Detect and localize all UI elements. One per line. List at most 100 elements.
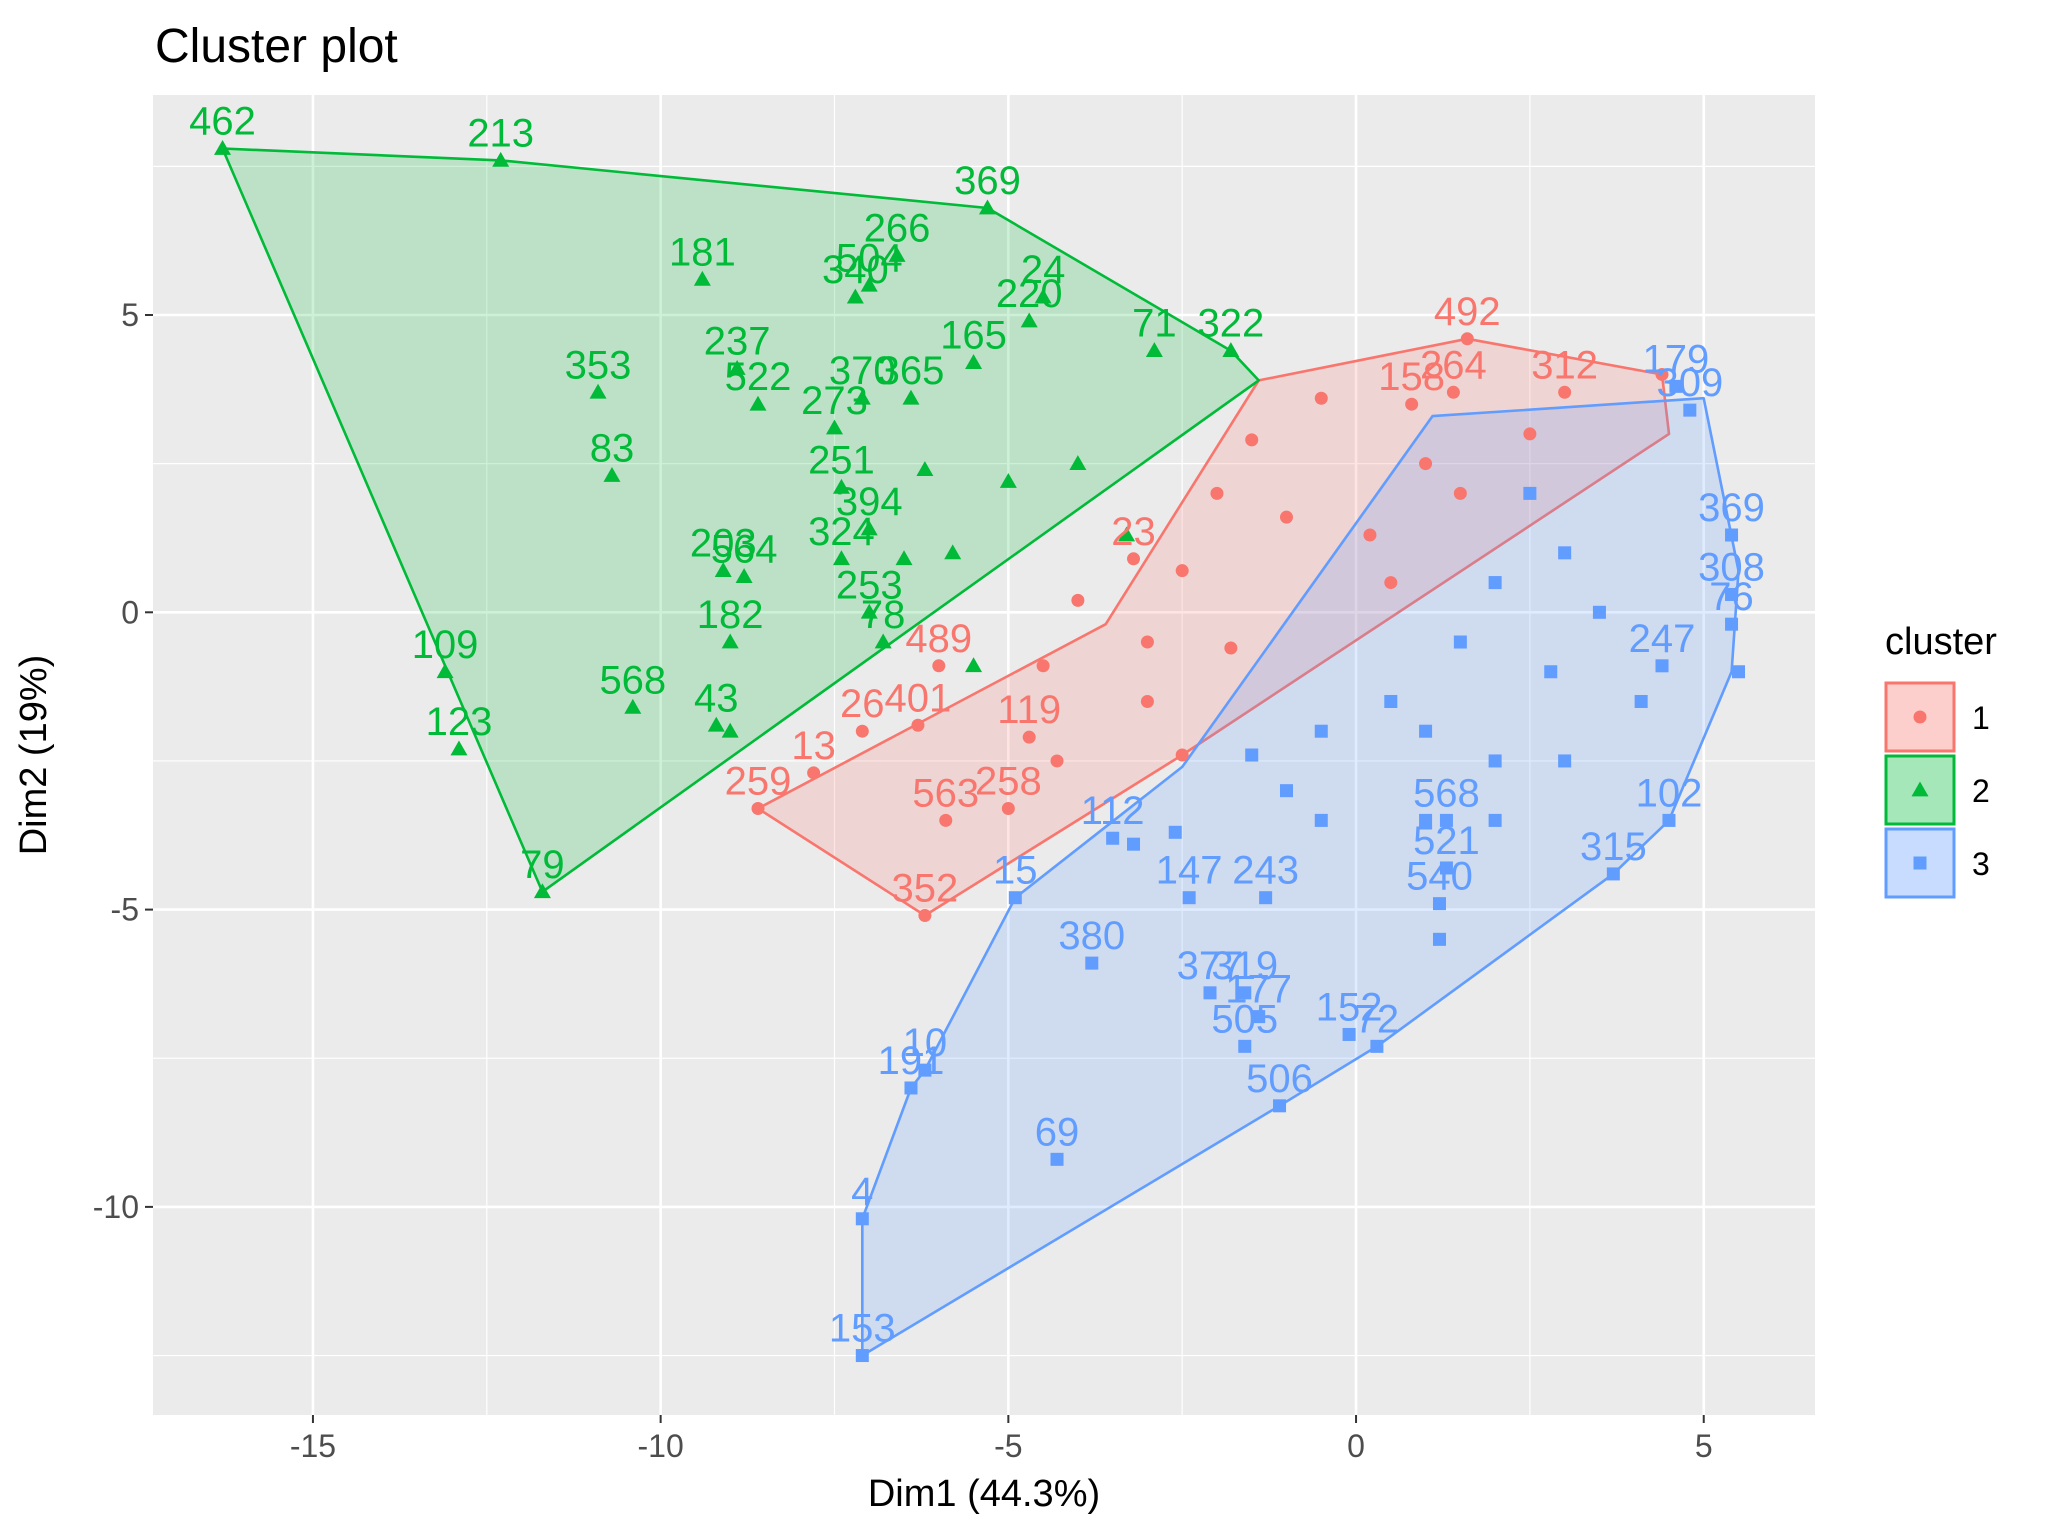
cluster-2-point <box>728 360 746 375</box>
y-tick-label: 0 <box>121 594 139 630</box>
point-label: 109 <box>412 623 479 667</box>
point-label: 324 <box>808 510 875 554</box>
point-label: 352 <box>892 867 959 911</box>
cluster-1-point <box>807 766 821 780</box>
point-label: 112 <box>1081 789 1145 833</box>
cluster-3-point <box>1725 617 1739 631</box>
cluster-1-point <box>1022 730 1036 744</box>
cluster-3-point <box>1384 694 1398 708</box>
legend-key-1 <box>1884 681 1956 753</box>
cluster-3-point <box>1592 605 1606 619</box>
point-label: 26 <box>840 682 885 726</box>
cluster-3-point <box>1732 665 1746 679</box>
cluster-3-point <box>1008 891 1022 905</box>
cluster-3-point <box>1544 665 1558 679</box>
cluster-1-point <box>1453 486 1467 500</box>
cluster-1-point <box>932 659 946 673</box>
legend-marker-3 <box>1913 856 1927 870</box>
cluster-2-point <box>832 550 850 566</box>
cluster-2-point <box>916 461 934 476</box>
cluster-2-point <box>978 199 996 215</box>
point-label: 123 <box>426 700 493 744</box>
point-label: 102 <box>1636 771 1703 815</box>
y-tick-label: -10 <box>93 1189 139 1225</box>
cluster-3-point <box>1127 837 1141 851</box>
x-tick-label: 5 <box>1695 1428 1713 1464</box>
cluster-3-point <box>1238 986 1252 1000</box>
cluster-2-point <box>902 389 920 405</box>
cluster-1-point <box>1363 528 1377 542</box>
cluster-3-point <box>1488 813 1502 827</box>
cluster-3-point <box>855 1349 869 1363</box>
point-label: 522 <box>725 355 792 399</box>
cluster-1-point <box>1446 385 1460 399</box>
legend-label-1: 1 <box>1972 700 1990 736</box>
point-label: 152 <box>1316 985 1383 1029</box>
cluster-3-point <box>904 1081 918 1095</box>
point-label: 253 <box>836 563 903 607</box>
point-label: 370 <box>829 349 896 393</box>
cluster-2-point <box>888 247 906 262</box>
point-label: 247 <box>1629 617 1696 661</box>
point-label: 182 <box>697 593 764 637</box>
cluster-2-point <box>735 568 753 583</box>
cluster-3-point <box>1252 1010 1266 1024</box>
cluster-3-point <box>1370 1039 1384 1053</box>
cluster-2-point <box>1069 455 1087 471</box>
point-label: 506 <box>1246 1057 1313 1101</box>
point-label: 213 <box>467 111 534 155</box>
point-label: 319 <box>1211 944 1278 988</box>
cluster-2-point <box>589 383 607 399</box>
point-label: 177 <box>1225 968 1292 1012</box>
cluster-1-point <box>1655 367 1669 381</box>
x-axis-ticks: -15 -10 -5 0 5 <box>290 1415 1713 1464</box>
cluster-2-point <box>825 419 843 435</box>
cluster-2-point <box>214 140 232 155</box>
cluster-3-point <box>918 1063 932 1077</box>
y-axis-label: Dim2 (19%) <box>13 655 55 856</box>
cluster-1-point <box>1210 486 1224 500</box>
cluster-3-point <box>1488 754 1502 768</box>
cluster-3-point <box>1432 897 1446 911</box>
point-label: 308 <box>1698 545 1765 589</box>
cluster-1-point <box>1558 385 1572 399</box>
cluster-3-point <box>1314 724 1328 738</box>
cluster-2-point <box>1145 342 1163 358</box>
cluster-3-point <box>1314 813 1328 827</box>
cluster-2-point <box>853 389 871 405</box>
cluster-2-point <box>965 354 983 369</box>
cluster-2-point <box>1020 312 1038 328</box>
cluster-2-point <box>721 633 739 649</box>
cluster-2-point <box>860 276 878 292</box>
cluster-1-point <box>1140 635 1154 649</box>
cluster-3-point <box>855 1212 869 1226</box>
point-label: 309 <box>1656 361 1723 405</box>
cluster-2-point <box>944 544 962 560</box>
cluster-1-point <box>1460 332 1474 346</box>
point-label: 259 <box>725 760 792 804</box>
point-label: 71 <box>1132 302 1177 346</box>
legend-marker-1 <box>1913 710 1927 724</box>
point-label: 119 <box>997 688 1061 732</box>
cluster-1-point <box>855 724 869 738</box>
cluster-1-point <box>1050 754 1064 768</box>
cluster-3-point <box>1085 956 1099 970</box>
point-label: 220 <box>996 272 1063 316</box>
point-label: 83 <box>590 427 635 471</box>
cluster-2-point <box>533 883 551 899</box>
x-axis-label: Dim1 (44.3%) <box>868 1473 1100 1515</box>
cluster-3-point <box>1439 813 1453 827</box>
point-label: 72 <box>1355 997 1400 1041</box>
point-label: 568 <box>599 658 666 702</box>
cluster-2-point <box>693 270 711 286</box>
point-label: 394 <box>836 480 903 524</box>
cluster-3-point <box>1606 867 1620 881</box>
cluster-2-point <box>714 562 732 578</box>
cluster-2-point <box>749 395 767 411</box>
point-label: 181 <box>669 230 736 274</box>
cluster-1-point <box>918 909 932 923</box>
cluster-1-point <box>1419 457 1433 471</box>
point-label: 251 <box>808 438 875 482</box>
y-tick-label: 5 <box>121 297 139 333</box>
